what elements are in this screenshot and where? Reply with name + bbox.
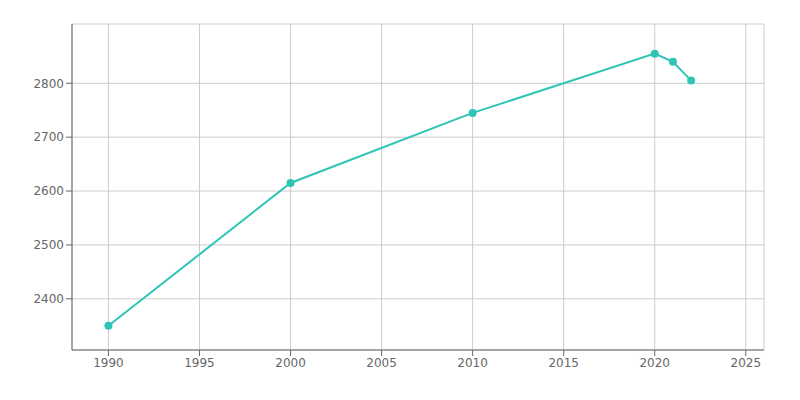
svg-text:2800: 2800 xyxy=(33,77,64,91)
svg-text:1990: 1990 xyxy=(93,356,124,370)
svg-text:2015: 2015 xyxy=(548,356,579,370)
svg-text:2400: 2400 xyxy=(33,292,64,306)
svg-text:2000: 2000 xyxy=(275,356,306,370)
svg-text:2500: 2500 xyxy=(33,238,64,252)
svg-text:2700: 2700 xyxy=(33,130,64,144)
svg-text:2020: 2020 xyxy=(639,356,670,370)
svg-text:2010: 2010 xyxy=(457,356,488,370)
svg-text:1995: 1995 xyxy=(184,356,215,370)
svg-text:2600: 2600 xyxy=(33,184,64,198)
svg-text:2005: 2005 xyxy=(366,356,397,370)
svg-text:2025: 2025 xyxy=(731,356,762,370)
